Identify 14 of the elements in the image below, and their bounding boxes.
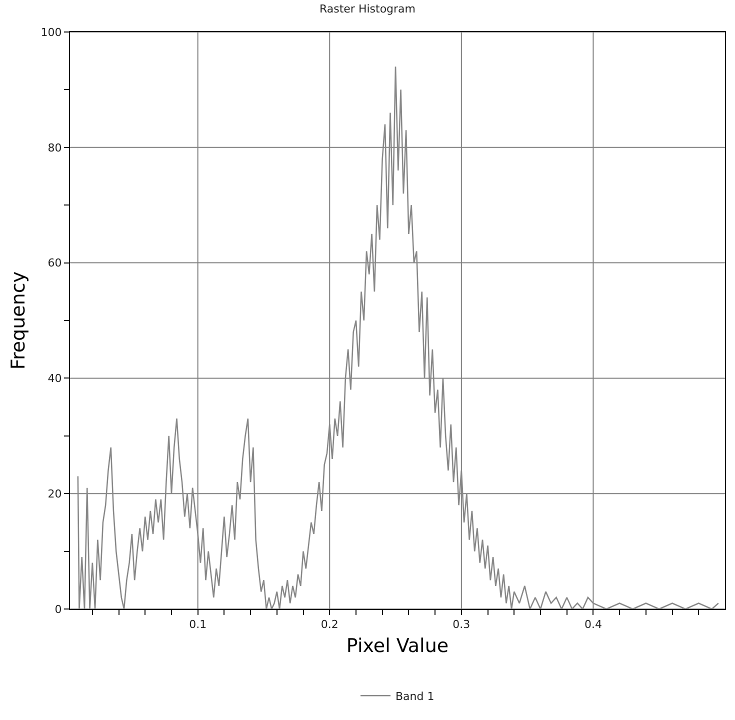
y-axis-title: Frequency (8, 271, 30, 370)
y-tick-label: 80 (48, 141, 62, 154)
y-tick-label: 20 (48, 487, 62, 500)
y-tick-label: 100 (40, 26, 62, 39)
legend-label: Band 1 (396, 690, 434, 703)
x-axis-title: Pixel Value (346, 635, 449, 657)
x-tick-label: 0.4 (584, 618, 602, 632)
y-tick-label: 0 (54, 602, 62, 616)
y-tick-label: 40 (48, 372, 62, 386)
x-tick-label: 0.3 (452, 618, 470, 632)
y-tick-label: 60 (48, 256, 62, 270)
x-tick-label: 0.2 (320, 618, 338, 632)
chart-title: Raster Histogram (319, 2, 416, 16)
x-tick-label: 0.1 (189, 618, 207, 632)
